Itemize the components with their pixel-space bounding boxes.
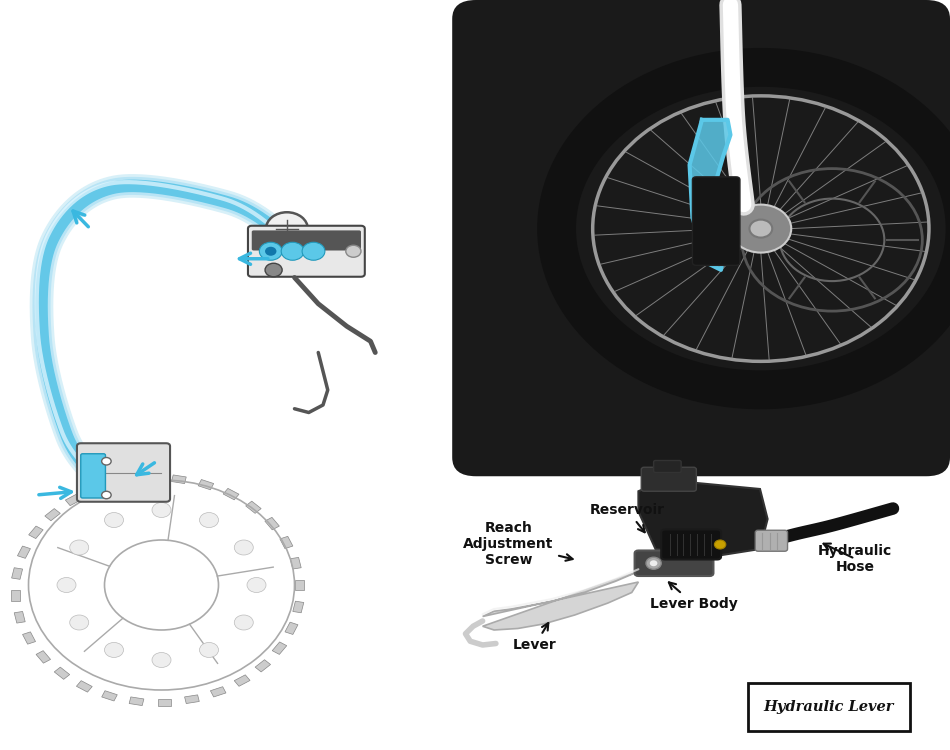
Bar xyxy=(66,494,81,506)
Bar xyxy=(273,642,287,655)
Bar xyxy=(293,602,304,613)
Circle shape xyxy=(152,652,171,668)
Circle shape xyxy=(750,220,772,238)
FancyBboxPatch shape xyxy=(0,0,451,750)
Bar xyxy=(158,699,171,706)
Bar xyxy=(23,632,35,644)
Bar xyxy=(223,488,239,500)
Bar xyxy=(102,691,117,701)
FancyBboxPatch shape xyxy=(252,230,361,251)
Circle shape xyxy=(69,615,88,630)
Bar xyxy=(11,568,23,579)
Text: Hydraulic
Hose: Hydraulic Hose xyxy=(818,544,892,574)
Circle shape xyxy=(247,578,266,592)
Circle shape xyxy=(281,242,304,260)
FancyBboxPatch shape xyxy=(248,226,365,277)
Circle shape xyxy=(646,557,661,569)
Circle shape xyxy=(346,245,361,257)
Bar xyxy=(45,509,60,520)
Circle shape xyxy=(69,540,88,555)
FancyBboxPatch shape xyxy=(661,530,721,560)
Bar xyxy=(28,526,43,538)
Bar xyxy=(116,477,131,486)
Bar xyxy=(265,518,279,530)
Circle shape xyxy=(104,643,124,658)
Circle shape xyxy=(259,242,282,260)
Text: Lever Body: Lever Body xyxy=(650,582,737,610)
Circle shape xyxy=(714,540,726,549)
Polygon shape xyxy=(638,480,768,556)
FancyBboxPatch shape xyxy=(641,467,696,491)
Circle shape xyxy=(235,615,254,630)
Text: Reservoir: Reservoir xyxy=(590,503,664,532)
Circle shape xyxy=(265,247,276,256)
FancyBboxPatch shape xyxy=(452,0,950,476)
Bar xyxy=(54,668,69,680)
Circle shape xyxy=(266,212,308,245)
Bar xyxy=(199,479,214,490)
FancyBboxPatch shape xyxy=(748,683,910,731)
FancyBboxPatch shape xyxy=(635,550,713,576)
Circle shape xyxy=(102,458,111,465)
Text: Lever: Lever xyxy=(513,623,557,652)
Bar xyxy=(256,660,271,672)
Bar xyxy=(14,611,26,623)
Bar xyxy=(295,580,304,590)
FancyBboxPatch shape xyxy=(755,530,788,551)
Bar xyxy=(129,697,143,706)
Bar xyxy=(89,484,105,494)
Bar xyxy=(36,651,50,663)
Circle shape xyxy=(302,242,325,260)
FancyBboxPatch shape xyxy=(452,480,950,750)
FancyBboxPatch shape xyxy=(693,177,740,266)
Bar xyxy=(290,557,301,569)
Circle shape xyxy=(104,512,124,527)
Bar xyxy=(210,687,226,697)
Bar xyxy=(285,622,298,634)
Circle shape xyxy=(731,205,791,253)
Circle shape xyxy=(200,643,219,658)
Bar xyxy=(172,475,186,484)
FancyBboxPatch shape xyxy=(77,443,170,502)
Circle shape xyxy=(650,560,657,566)
Polygon shape xyxy=(483,572,638,630)
Text: Reach
Adjustment
Screw: Reach Adjustment Screw xyxy=(463,520,573,567)
Polygon shape xyxy=(690,120,731,270)
FancyBboxPatch shape xyxy=(81,454,105,498)
Bar xyxy=(76,681,92,692)
Bar xyxy=(235,675,250,686)
Bar xyxy=(11,590,20,601)
Bar xyxy=(144,475,158,482)
Circle shape xyxy=(152,503,171,518)
Bar xyxy=(246,501,261,513)
Circle shape xyxy=(57,578,76,592)
Bar xyxy=(280,536,293,549)
Circle shape xyxy=(235,540,254,555)
Circle shape xyxy=(265,263,282,277)
FancyBboxPatch shape xyxy=(654,460,681,472)
Bar xyxy=(17,546,30,558)
Text: Hydraulic Lever: Hydraulic Lever xyxy=(764,700,894,714)
Bar xyxy=(184,694,200,703)
Circle shape xyxy=(200,512,219,527)
Circle shape xyxy=(102,491,111,499)
